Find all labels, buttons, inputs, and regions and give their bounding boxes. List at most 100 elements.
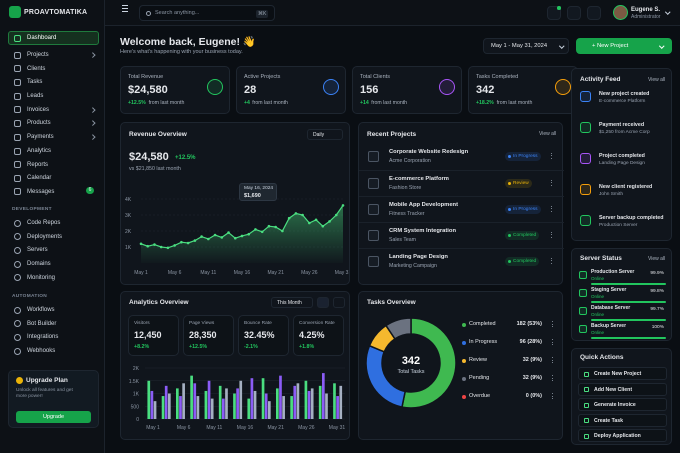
period: Daily bbox=[313, 132, 325, 138]
project-row[interactable]: Landing Page Design Marketing Campaign Com… bbox=[359, 248, 564, 273]
quick-action-button[interactable]: Generate Invoice bbox=[578, 398, 667, 411]
icon-button[interactable] bbox=[587, 6, 601, 20]
point bbox=[159, 245, 163, 249]
nav-label: Code Repos bbox=[27, 220, 61, 226]
action-icon bbox=[584, 418, 589, 423]
search-box[interactable]: Search anything... ⌘K bbox=[139, 5, 275, 21]
nav-item[interactable]: Products bbox=[8, 116, 99, 130]
more-icon bbox=[552, 326, 554, 328]
bar bbox=[222, 398, 225, 419]
upgrade-button[interactable]: Upgrade bbox=[16, 411, 91, 423]
nav-item[interactable]: Workflows bbox=[8, 303, 99, 317]
topbar: Search anything... ⌘K Eugene S. Administrat… bbox=[105, 0, 680, 26]
bar bbox=[207, 380, 211, 419]
quick-action-button[interactable]: Create New Project bbox=[578, 367, 667, 380]
period-dropdown[interactable]: Daily bbox=[307, 129, 343, 140]
nav-icon bbox=[14, 51, 21, 59]
more-icon bbox=[552, 377, 554, 379]
quick-action-button[interactable]: Deploy Application bbox=[578, 429, 667, 442]
bar bbox=[307, 390, 311, 419]
legend-value: 32 (9%) bbox=[522, 375, 542, 381]
nav-item[interactable]: Clients bbox=[8, 62, 99, 76]
nav-item[interactable]: Deployments bbox=[8, 230, 99, 244]
nav-item[interactable]: Leads bbox=[8, 89, 99, 103]
bar bbox=[150, 390, 154, 419]
bar bbox=[168, 393, 171, 419]
nav-icon bbox=[14, 320, 21, 328]
view-all[interactable]: View all bbox=[648, 77, 666, 83]
status-pill: Completed bbox=[505, 257, 540, 266]
point bbox=[233, 236, 237, 240]
nav-item[interactable]: Servers bbox=[8, 243, 99, 257]
nav-item[interactable]: Reports bbox=[8, 158, 99, 172]
more-icon bbox=[552, 380, 554, 382]
nav-item[interactable]: Domains bbox=[8, 257, 99, 271]
tasks-donut: 342 Total Tasks bbox=[365, 317, 457, 409]
nav-item[interactable]: Bot Builder bbox=[8, 317, 99, 331]
notification-dot bbox=[557, 6, 561, 10]
icon-button[interactable] bbox=[567, 6, 581, 20]
action-label: Deploy Application bbox=[594, 433, 641, 439]
nav-item[interactable]: Dashboard bbox=[8, 31, 99, 45]
quick-action-button[interactable]: Add New Client bbox=[578, 382, 667, 396]
stat-label: Total Revenue bbox=[128, 74, 164, 80]
legend-dot bbox=[462, 323, 466, 327]
project-row[interactable]: Mobile App Development Fitness Tracker In … bbox=[359, 196, 564, 221]
chart-toggle[interactable] bbox=[333, 297, 345, 308]
server-name: Database Server bbox=[591, 305, 631, 311]
nav-item[interactable]: Monitoring bbox=[8, 271, 99, 285]
nav-item[interactable]: Invoices bbox=[8, 103, 99, 117]
panel-title: Tasks Overview bbox=[367, 299, 416, 306]
menu-icon bbox=[122, 8, 128, 9]
status-label: In Progress bbox=[513, 154, 538, 159]
view-all[interactable]: View all bbox=[539, 131, 557, 137]
activity-icon bbox=[580, 215, 591, 226]
project-name: E-commerce Platform bbox=[389, 176, 449, 182]
nav-icon bbox=[14, 274, 21, 282]
quick-action-button[interactable]: Create Task bbox=[578, 413, 667, 427]
nav-label: Webhooks bbox=[27, 348, 56, 355]
point bbox=[186, 241, 190, 245]
metric-change: +12.5% bbox=[189, 344, 208, 350]
nav-label: Calendar bbox=[27, 175, 52, 181]
icon-button[interactable] bbox=[547, 6, 561, 20]
more-icon bbox=[551, 208, 553, 210]
nav-item[interactable]: Payments bbox=[8, 130, 99, 144]
server-uptime: 100% bbox=[651, 325, 664, 330]
status-label: Review bbox=[513, 181, 529, 186]
x-tick-label: May 26 bbox=[298, 425, 315, 431]
legend-label: Review bbox=[469, 357, 488, 363]
nav-icon bbox=[14, 34, 21, 42]
view-all[interactable]: View all bbox=[648, 256, 666, 262]
project-row[interactable]: Corporate Website Redesign Acme Corporati… bbox=[359, 144, 564, 169]
period-dropdown[interactable]: This Month bbox=[271, 297, 313, 308]
x-tick-label: May 26 bbox=[301, 270, 318, 276]
more-icon bbox=[551, 152, 553, 154]
nav-item[interactable]: Code Repos bbox=[8, 216, 99, 230]
x-tick-label: May 1 bbox=[146, 425, 160, 431]
nav-item[interactable]: Tasks bbox=[8, 75, 99, 89]
x-tick-label: May 21 bbox=[267, 270, 284, 276]
nav-item[interactable]: Calendar bbox=[8, 171, 99, 185]
date-range-button[interactable]: May 1 - May 31, 2024 bbox=[483, 38, 569, 54]
nav-item[interactable]: Messages bbox=[8, 185, 99, 199]
chart-toggle[interactable] bbox=[317, 297, 329, 308]
server-name: Production Server bbox=[591, 269, 635, 275]
new-project-button[interactable]: + New Project bbox=[576, 38, 672, 54]
point bbox=[173, 244, 176, 247]
nav-item[interactable]: Projects bbox=[8, 48, 99, 62]
project-client: Marketing Campaign bbox=[389, 262, 437, 269]
metric-label: Conversion Rate bbox=[299, 321, 335, 326]
nav-item[interactable]: Analytics bbox=[8, 144, 99, 158]
x-tick-label: May 16 bbox=[237, 425, 254, 431]
nav-item[interactable]: Webhooks bbox=[8, 344, 99, 358]
project-row[interactable]: E-commerce Platform Fashion Store Review bbox=[359, 170, 564, 195]
bar bbox=[236, 388, 239, 419]
chevron bbox=[90, 134, 96, 140]
project-icon bbox=[368, 151, 379, 162]
bar bbox=[153, 401, 157, 419]
bar bbox=[190, 375, 193, 419]
project-row[interactable]: CRM System Integration Sales Team Complete… bbox=[359, 222, 564, 247]
nav-item[interactable]: Integrations bbox=[8, 330, 99, 344]
activity-panel: Activity Feed View all New project created… bbox=[571, 68, 672, 241]
